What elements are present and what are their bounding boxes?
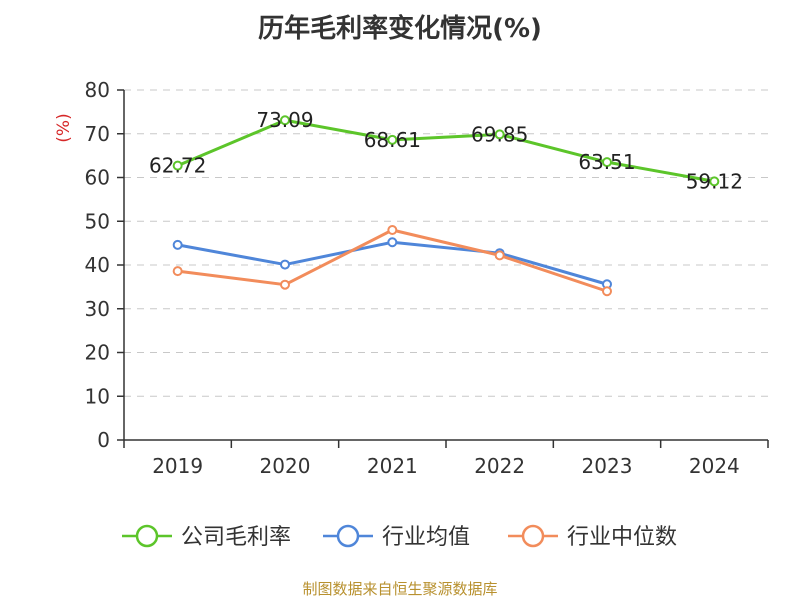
y-tick-label: 80 <box>85 78 110 102</box>
data-point <box>280 279 290 290</box>
data-point <box>280 259 290 270</box>
data-point <box>494 129 505 140</box>
legend-marker <box>521 524 545 548</box>
footer-source: 制图数据来自恒生聚源数据库 <box>302 580 498 598</box>
data-label: 62.72 <box>149 154 206 178</box>
data-point <box>387 134 398 145</box>
x-tick-label: 2023 <box>582 454 633 478</box>
series-line <box>177 118 715 183</box>
y-axis-label: (%) <box>54 113 74 142</box>
legend-marker <box>135 524 159 548</box>
x-tick-label: 2021 <box>367 454 418 478</box>
y-tick-label: 40 <box>85 253 110 277</box>
y-tick-label: 70 <box>85 122 110 146</box>
y-tick-label: 0 <box>97 428 110 452</box>
y-tick-label: 60 <box>85 166 110 190</box>
x-tick-label: 2019 <box>152 454 203 478</box>
data-point <box>387 237 398 248</box>
x-tick-label: 2022 <box>474 454 525 478</box>
legend-label: 行业均值 <box>382 525 470 550</box>
y-tick-label: 30 <box>85 297 110 321</box>
data-point <box>172 266 183 277</box>
y-tick-label: 50 <box>85 209 110 233</box>
data-label: 68.61 <box>364 128 421 152</box>
axis-layer: (%) 0 10 20 30 40 50 60 70 80 2019 2020 2021 2022 202… <box>54 78 769 478</box>
legend-marker <box>336 524 360 548</box>
y-tick-label: 20 <box>85 341 110 365</box>
data-point <box>280 115 290 126</box>
data-label: 73.09 <box>256 108 313 132</box>
data-point <box>602 286 612 297</box>
data-point <box>387 225 398 235</box>
data-label-layer: 62.72 73.09 68.61 69.85 63.51 59.12 <box>149 108 743 193</box>
y-tick-label: 10 <box>85 384 110 408</box>
chart-title: 历年毛利率变化情况(%) <box>258 14 542 44</box>
data-label: 69.85 <box>471 122 528 146</box>
data-label: 59.12 <box>686 169 743 193</box>
legend-label: 公司毛利率 <box>181 525 291 550</box>
grid-layer <box>124 89 768 397</box>
data-point <box>494 250 505 261</box>
legend: 公司毛利率 行业均值 行业中位数 <box>122 524 677 550</box>
data-point <box>602 157 612 168</box>
series-layer <box>172 115 720 297</box>
x-tick-label: 2020 <box>260 454 311 478</box>
legend-label: 行业中位数 <box>567 525 677 550</box>
x-tick-label: 2024 <box>689 454 740 478</box>
data-point <box>172 239 183 250</box>
data-point <box>172 160 183 171</box>
data-point <box>709 176 720 187</box>
data-label: 63.51 <box>578 150 635 174</box>
